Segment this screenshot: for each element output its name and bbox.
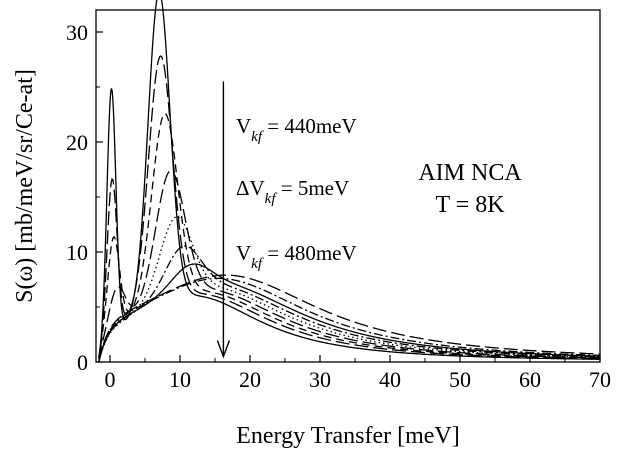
x-tick-label: 70 [589,367,611,392]
annotation-model: AIM NCA [418,160,522,186]
series-line-3 [98,113,600,359]
curves [98,0,600,363]
series-line-4 [98,170,600,360]
x-tick-label: 30 [309,367,331,392]
x-tick-label: 10 [169,367,191,392]
annotation-vkf-top: Vkf = 440meV [236,114,357,145]
x-tick-label: 20 [239,367,261,392]
y-tick-label: 0 [77,350,88,375]
y-tick-label: 30 [66,20,88,45]
x-tick-label: 40 [379,367,401,392]
y-axis-title: S(ω) [mb/meV/sr/Ce-at] [12,69,38,303]
series-line-2 [98,55,600,360]
series-line-8 [98,277,600,363]
y-tick-label: 20 [66,130,88,155]
annotation-delta-vkf: ΔVkf = 5meV [236,176,349,207]
arrow-annotation [216,81,231,359]
series-line-9 [98,274,600,363]
plot-frame [95,9,601,363]
x-tick-label: 60 [519,367,541,392]
y-tick-label: 10 [66,240,88,265]
arrow-head [216,340,231,359]
annotation-vkf-bottom: Vkf = 480meV [236,241,357,272]
series-line-7 [98,263,600,363]
ticks: 0 10 20 30 40 50 60 70 0 10 20 30 [66,20,611,392]
series-line-1 [98,0,600,360]
x-tick-label: 0 [105,367,116,392]
x-tick-label: 50 [449,367,471,392]
series-line-5 [98,216,600,363]
annotation-temperature: T = 8K [435,192,505,218]
x-axis-title: Energy Transfer [meV] [236,423,460,449]
